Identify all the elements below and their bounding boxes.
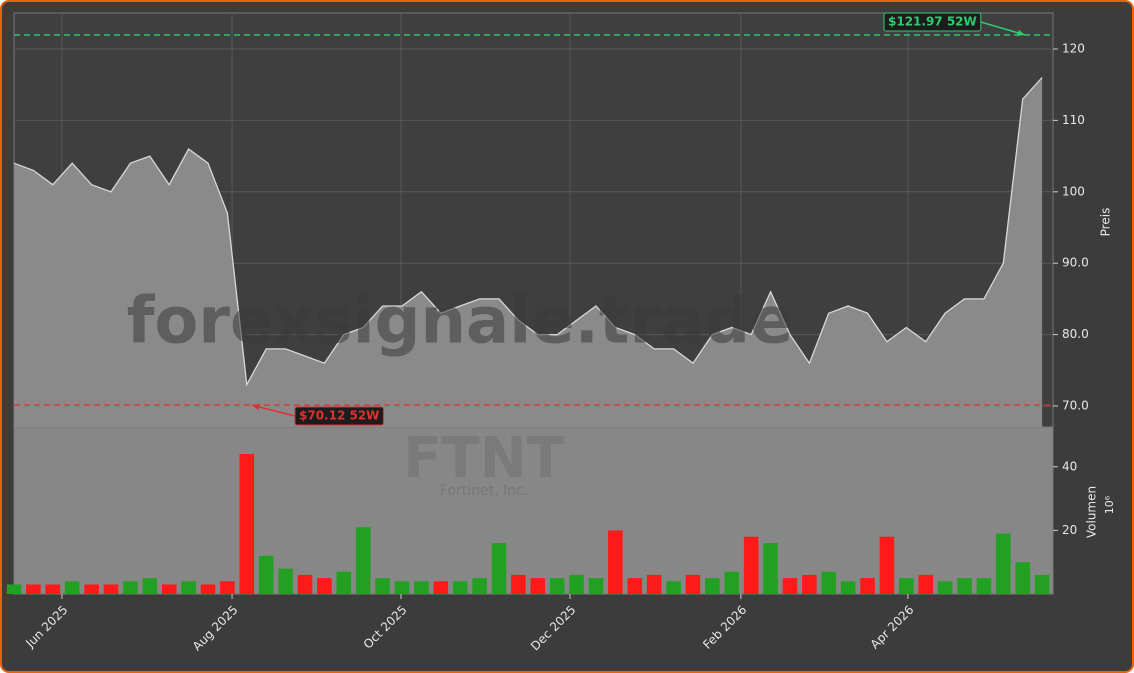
volume-bar xyxy=(608,530,623,594)
volume-bar xyxy=(123,581,138,594)
volume-bar xyxy=(6,584,22,594)
volume-bar xyxy=(84,584,99,594)
volume-bar xyxy=(976,578,992,594)
volume-bar xyxy=(394,581,410,594)
volume-bar xyxy=(763,543,778,594)
volume-bar xyxy=(297,574,313,594)
high-arrowhead xyxy=(1017,29,1025,36)
volume-bar xyxy=(103,584,119,594)
volume-bar xyxy=(317,578,332,594)
volume-axis-label: Volumen xyxy=(1085,486,1099,538)
y-tick-label: 120 xyxy=(1062,41,1085,55)
company-watermark: Fortinet, Inc. xyxy=(440,483,528,499)
volume-bar xyxy=(511,574,526,594)
volume-bar xyxy=(64,581,80,594)
volume-bar xyxy=(161,584,177,594)
volume-offset: 10⁶ xyxy=(1103,495,1116,514)
volume-bar xyxy=(957,578,972,594)
volume-bar xyxy=(627,578,643,594)
volume-bar xyxy=(1015,562,1031,594)
volume-bar xyxy=(472,578,487,594)
volume-bar xyxy=(918,574,934,594)
volume-bar xyxy=(685,574,701,594)
volume-bar xyxy=(200,584,216,594)
y-tick-label: 70.0 xyxy=(1062,399,1089,413)
volume-bar xyxy=(937,581,953,594)
volume-bar xyxy=(220,581,235,594)
volume-bar xyxy=(26,584,41,594)
y-tick-label: 90.0 xyxy=(1062,256,1089,270)
volume-bar xyxy=(569,574,584,594)
y-tick-label: 100 xyxy=(1062,184,1085,198)
low-arrow xyxy=(251,404,296,417)
y-tick-label: 40 xyxy=(1062,459,1077,473)
low-arrowhead xyxy=(252,403,260,410)
volume-bar xyxy=(802,574,817,594)
volume-bar xyxy=(239,454,255,594)
volume-bar xyxy=(666,581,681,594)
volume-bar xyxy=(879,536,895,594)
volume-bar xyxy=(452,581,468,594)
volume-bar xyxy=(549,578,565,594)
volume-bar xyxy=(258,555,274,594)
volume-bar xyxy=(355,527,371,594)
price-area xyxy=(14,77,1043,427)
y-tick-label: 110 xyxy=(1062,113,1085,127)
y-tick-label: 80.0 xyxy=(1062,327,1089,341)
volume-bar xyxy=(278,568,293,594)
high-arrow xyxy=(980,21,1026,36)
volume-bar xyxy=(142,578,158,594)
y-tick-label: 20 xyxy=(1062,523,1077,537)
volume-bar xyxy=(588,578,604,594)
volume-bar xyxy=(336,571,352,594)
volume-bar xyxy=(899,578,914,594)
symbol-watermark: FTNT xyxy=(403,426,565,491)
volume-bar xyxy=(860,578,875,594)
volume-bar xyxy=(1034,574,1050,594)
volume-bar xyxy=(491,543,507,594)
volume-bar xyxy=(45,584,61,594)
volume-bar xyxy=(375,578,390,594)
volume-bar xyxy=(782,578,798,594)
volume-bar xyxy=(821,571,837,594)
volume-bar xyxy=(433,581,449,594)
layer xyxy=(6,13,1058,599)
volume-bar xyxy=(646,574,662,594)
high-label: $121.97 52W xyxy=(888,15,977,29)
volume-bar xyxy=(705,578,720,594)
watermark: forexsignale.trade xyxy=(127,285,794,359)
volume-bar xyxy=(996,533,1011,594)
volume-bar xyxy=(840,581,856,594)
low-label: $70.12 52W xyxy=(299,409,379,423)
volume-bar xyxy=(530,578,546,594)
volume-bar xyxy=(181,581,196,594)
price-line xyxy=(13,77,1043,387)
volume-bar xyxy=(724,571,740,594)
volume-bar xyxy=(414,581,429,594)
volume-bar xyxy=(743,536,759,594)
y-axis-label: Preis xyxy=(1099,208,1113,237)
